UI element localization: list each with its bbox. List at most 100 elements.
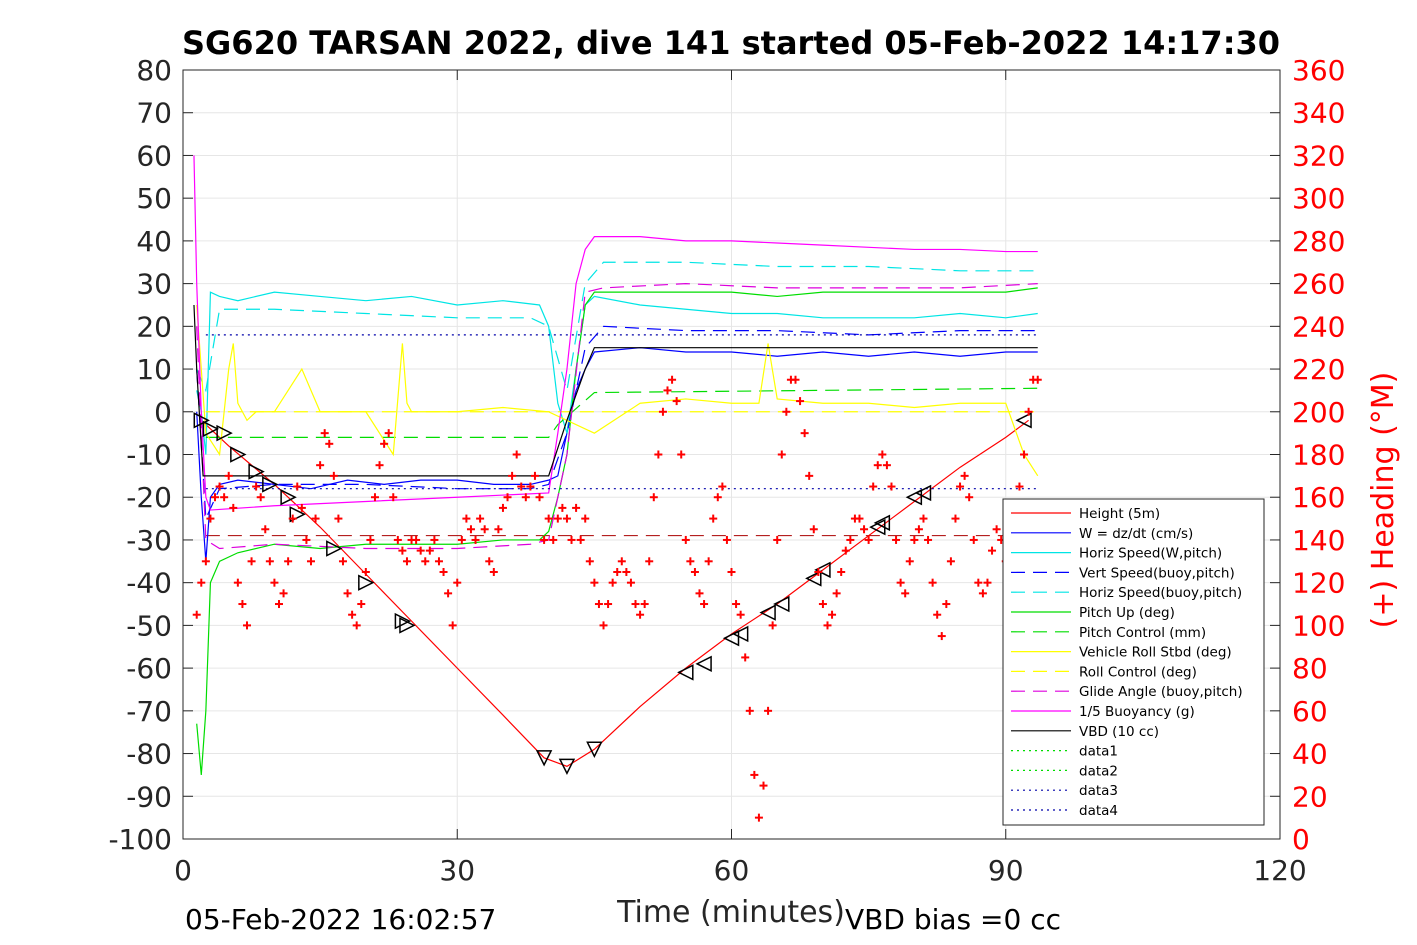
- heading-point: [645, 557, 654, 566]
- heading-point: [416, 546, 425, 555]
- heading-point: [658, 407, 667, 416]
- height-marker: [558, 758, 576, 776]
- heading-point: [855, 514, 864, 523]
- heading-point: [457, 535, 466, 544]
- heading-point: [832, 589, 841, 598]
- heading-point: [430, 535, 439, 544]
- heading-point: [224, 471, 233, 480]
- y-tick-label: -30: [126, 524, 172, 557]
- y-tick-label: 20: [136, 310, 172, 343]
- heading-point: [681, 535, 690, 544]
- heading-point: [229, 503, 238, 512]
- heading-point: [608, 578, 617, 587]
- heading-point: [617, 557, 626, 566]
- heading-point: [288, 514, 297, 523]
- heading-point: [375, 461, 384, 470]
- series-line-6: [205, 387, 1038, 439]
- heading-point: [370, 493, 379, 502]
- x-tick-label: 30: [439, 854, 475, 887]
- legend-label: Glide Angle (buoy,pitch): [1079, 684, 1243, 700]
- y-tick-label: 10: [136, 353, 172, 386]
- heading-point: [466, 525, 475, 534]
- heading-point: [709, 514, 718, 523]
- heading-point: [398, 546, 407, 555]
- heading-point: [462, 514, 471, 523]
- heading-point: [439, 567, 448, 576]
- heading-point: [357, 600, 366, 609]
- y2-tick-label: 80: [1292, 652, 1328, 685]
- heading-point: [919, 514, 928, 523]
- heading-point: [594, 600, 603, 609]
- x-tick-label: 90: [988, 854, 1024, 887]
- heading-point: [978, 589, 987, 598]
- heading-point: [434, 557, 443, 566]
- heading-point: [626, 578, 635, 587]
- footer-vbd-bias: VBD bias =0 cc: [845, 903, 1061, 936]
- heading-point: [526, 482, 535, 491]
- y-tick-label: -40: [126, 567, 172, 600]
- heading-point: [777, 450, 786, 459]
- series-layer: [193, 155, 1039, 775]
- legend-label: Height (5m): [1079, 506, 1160, 522]
- heading-point: [727, 567, 736, 576]
- heading-point: [754, 813, 763, 822]
- y-tick-label: -20: [126, 481, 172, 514]
- heading-point: [992, 525, 1001, 534]
- heading-point: [325, 439, 334, 448]
- heading-point: [695, 589, 704, 598]
- y-tick-label: -60: [126, 652, 172, 685]
- heading-point: [928, 578, 937, 587]
- heading-point: [846, 535, 855, 544]
- height-marker: [914, 484, 932, 502]
- heading-point: [517, 482, 526, 491]
- heading-point: [348, 610, 357, 619]
- heading-point: [764, 706, 773, 715]
- y-tick-label: 80: [136, 54, 172, 87]
- heading-point: [640, 600, 649, 609]
- heading-point: [736, 610, 745, 619]
- heading-point: [256, 493, 265, 502]
- legend-label: VBD (10 cc): [1079, 724, 1159, 740]
- heading-point: [988, 546, 997, 555]
- heading-point: [197, 578, 206, 587]
- y2-axis-label: (+) Heading (°M): [1366, 372, 1401, 629]
- heading-point: [864, 535, 873, 544]
- heading-point: [201, 557, 210, 566]
- legend-box: [1002, 498, 1265, 826]
- heading-point: [320, 429, 329, 438]
- heading-point: [901, 589, 910, 598]
- y-tick-label: -50: [126, 609, 172, 642]
- heading-point: [562, 514, 571, 523]
- heading-point: [215, 482, 224, 491]
- heading-point: [745, 706, 754, 715]
- heading-point: [352, 621, 361, 630]
- heading-point: [1020, 450, 1029, 459]
- height-markers: [193, 412, 1032, 776]
- heading-point: [549, 535, 558, 544]
- height-marker: [289, 506, 306, 523]
- heading-point: [306, 557, 315, 566]
- legend-label: 1/5 Buoyancy (g): [1079, 704, 1195, 720]
- heading-point: [910, 535, 919, 544]
- heading-point: [823, 621, 832, 630]
- chart-title: SG620 TARSAN 2022, dive 141 started 05-F…: [182, 24, 1280, 62]
- heading-point: [480, 525, 489, 534]
- heading-point: [649, 493, 658, 502]
- height-marker: [262, 476, 279, 493]
- heading-point: [206, 514, 215, 523]
- legend-label: Horiz Speed(W,pitch): [1079, 546, 1222, 562]
- series-line-10: [193, 155, 1038, 511]
- legend-label: Horiz Speed(buoy,pitch): [1079, 585, 1242, 601]
- heading-point: [297, 503, 306, 512]
- heading-point: [421, 557, 430, 566]
- legend-label: Vert Speed(buoy,pitch): [1079, 565, 1235, 581]
- y2-tick-label: 180: [1292, 439, 1345, 472]
- heading-point: [869, 482, 878, 491]
- heading-point: [878, 450, 887, 459]
- heading-point: [722, 535, 731, 544]
- height-marker: [677, 664, 694, 681]
- height-marker: [535, 750, 553, 767]
- heading-point: [274, 600, 283, 609]
- heading-point: [384, 429, 393, 438]
